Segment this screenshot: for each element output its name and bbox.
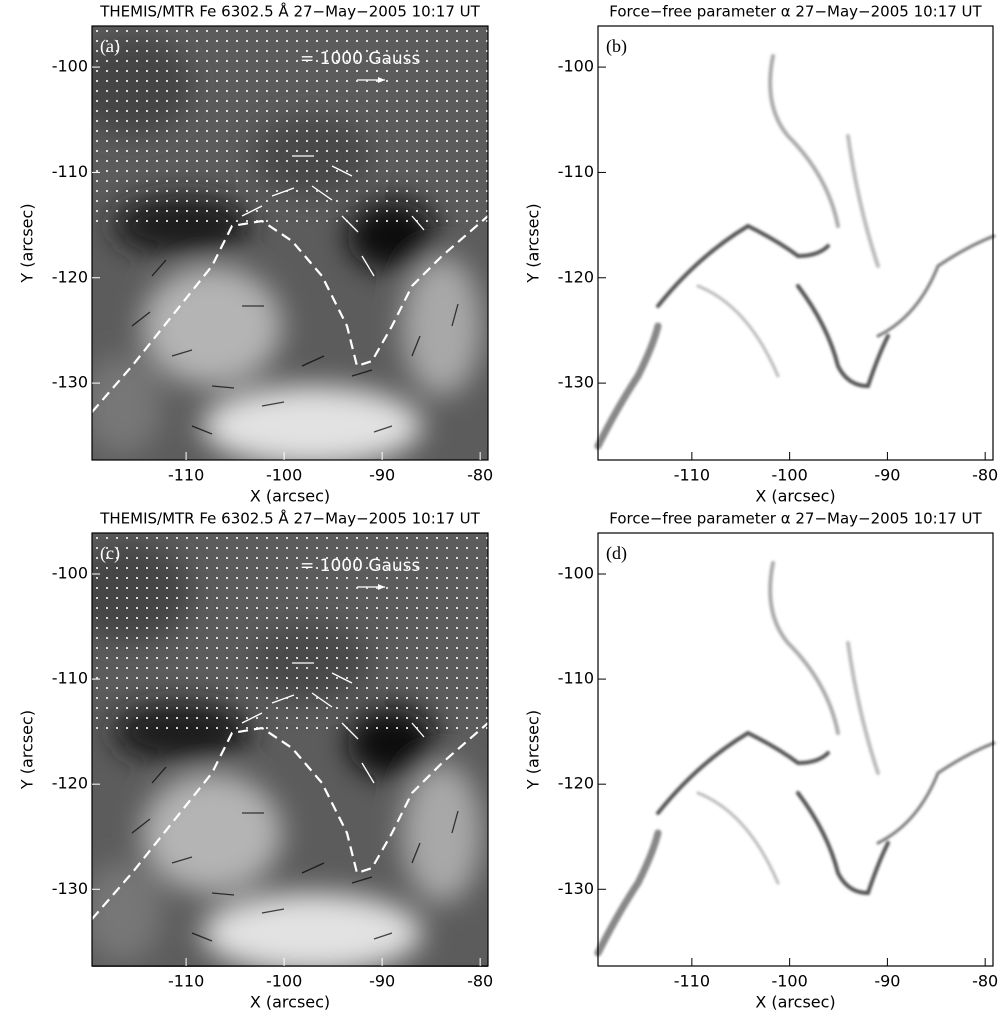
- vector-scale-label: = 1000 Gauss: [300, 49, 421, 69]
- y-axis-label: Y (arcsec): [524, 203, 543, 283]
- panel-label: (c): [100, 543, 120, 564]
- vector-scale-label: = 1000 Gauss: [300, 556, 421, 576]
- y-tick-label: -130: [52, 879, 88, 898]
- x-tick-label: -80: [972, 466, 998, 485]
- plot-frame: [91, 25, 489, 461]
- y-tick-label: -130: [558, 879, 594, 898]
- x-axis-label: X (arcsec): [755, 487, 835, 506]
- y-tick-label: -110: [52, 669, 88, 688]
- y-tick-label: -100: [558, 563, 594, 582]
- x-tick-label: -80: [467, 466, 493, 485]
- panel-title: THEMIS/MTR Fe 6302.5 Å 27−May−2005 10:17…: [99, 2, 480, 21]
- y-tick-label: -110: [52, 162, 88, 181]
- x-axis-label: X (arcsec): [250, 487, 330, 506]
- panel-title: Force−free parameter α 27−May−2005 10:17…: [609, 3, 982, 21]
- y-axis-label: Y (arcsec): [18, 203, 37, 283]
- x-tick-label: -110: [168, 466, 204, 485]
- alpha-map: [598, 56, 994, 446]
- panel-title: Force−free parameter α 27−May−2005 10:17…: [609, 510, 982, 528]
- y-tick-label: -100: [52, 563, 88, 582]
- plot-frame: [597, 25, 994, 461]
- x-tick-label: -80: [467, 972, 493, 991]
- y-tick-label: -110: [558, 669, 594, 688]
- y-tick-label: -120: [52, 267, 88, 286]
- alpha-map: [598, 563, 994, 953]
- x-tick-label: -90: [369, 466, 395, 485]
- x-axis-label: X (arcsec): [250, 993, 330, 1012]
- x-tick-label: -90: [874, 972, 900, 991]
- x-tick-label: -100: [266, 466, 302, 485]
- y-tick-label: -120: [52, 774, 88, 793]
- x-tick-label: -90: [369, 972, 395, 991]
- panel-label: (b): [606, 36, 627, 57]
- panel-title: THEMIS/MTR Fe 6302.5 Å 27−May−2005 10:17…: [99, 509, 480, 528]
- y-tick-label: -120: [558, 774, 594, 793]
- x-tick-label: -100: [266, 972, 302, 991]
- x-tick-label: -100: [771, 466, 807, 485]
- x-tick-label: -110: [674, 972, 710, 991]
- magnetogram-map: [72, 26, 488, 466]
- y-tick-label: -130: [52, 373, 88, 392]
- y-tick-label: -110: [558, 162, 594, 181]
- plot-frame: [597, 532, 994, 967]
- x-tick-label: -80: [972, 972, 998, 991]
- x-tick-label: -110: [674, 466, 710, 485]
- x-axis-label: X (arcsec): [755, 993, 835, 1012]
- x-tick-label: -100: [771, 972, 807, 991]
- y-tick-label: -120: [558, 267, 594, 286]
- panel-label: (a): [100, 36, 120, 57]
- magnetogram-map: [72, 533, 488, 973]
- y-tick-label: -130: [558, 373, 594, 392]
- plot-frame: [91, 532, 489, 967]
- y-tick-label: -100: [558, 57, 594, 76]
- x-tick-label: -110: [168, 972, 204, 991]
- y-tick-label: -100: [52, 57, 88, 76]
- y-axis-label: Y (arcsec): [524, 710, 543, 790]
- x-tick-label: -90: [874, 466, 900, 485]
- y-axis-label: Y (arcsec): [18, 710, 37, 790]
- panel-label: (d): [606, 543, 627, 564]
